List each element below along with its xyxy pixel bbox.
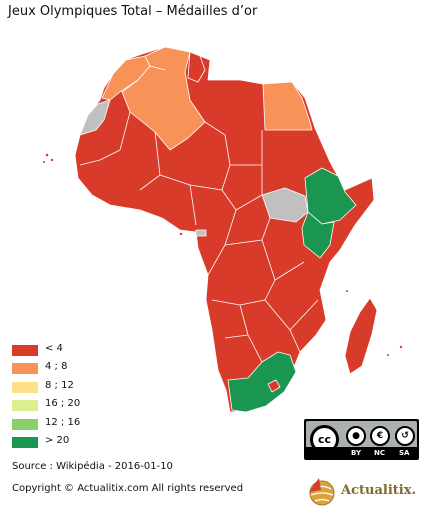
legend-label: 16 ; 20 [45, 398, 81, 410]
cc-license-badge[interactable]: cc ● € ↺ BY NC SA [304, 419, 419, 460]
source-note: Source : Wikipédia - 2016-01-10 [12, 461, 173, 472]
legend-label: > 20 [45, 434, 70, 446]
by-label: BY [351, 449, 362, 457]
legend-swatch [12, 381, 38, 393]
cc-badge-strip: BY NC SA [306, 447, 417, 458]
sa-sharealike-icon: ↺ [395, 426, 415, 446]
legend-label: 4 ; 8 [45, 361, 68, 373]
country-lesotho [267, 379, 281, 393]
country-algeria [121, 46, 206, 151]
country-south-africa [227, 351, 297, 413]
legend-swatch [12, 345, 38, 356]
legend-label: < 4 [45, 343, 63, 354]
legend-swatch [12, 418, 38, 430]
globe-icon [309, 478, 335, 506]
legend-label: 12 ; 16 [45, 416, 81, 428]
country-tunisia [187, 51, 206, 83]
copyright-note: Copyright © Actualitix.com All rights re… [12, 483, 244, 494]
by-attribution-icon: ● [346, 426, 366, 446]
actualitix-logo[interactable]: Actualitix. [305, 474, 423, 508]
legend-swatch [12, 436, 38, 448]
legend-swatch [12, 400, 38, 412]
brand-name: Actualitix. [341, 483, 416, 498]
map-title: Jeux Olympiques Total – Médailles d’or [8, 4, 258, 19]
sa-label: SA [399, 449, 410, 457]
cc-badge-body: cc ● € ↺ BY NC SA [306, 421, 417, 458]
country-equatorial-guinea [195, 229, 207, 237]
nc-noncommercial-icon: € [370, 426, 390, 446]
legend-label: 8 ; 12 [45, 379, 74, 391]
nc-label: NC [374, 449, 385, 457]
africa-landmass [74, 46, 375, 413]
legend-swatch [12, 363, 38, 375]
country-kenya [301, 211, 335, 259]
country-madagascar [344, 297, 378, 375]
country-egypt [262, 81, 313, 131]
country-western-sahara [79, 99, 111, 136]
